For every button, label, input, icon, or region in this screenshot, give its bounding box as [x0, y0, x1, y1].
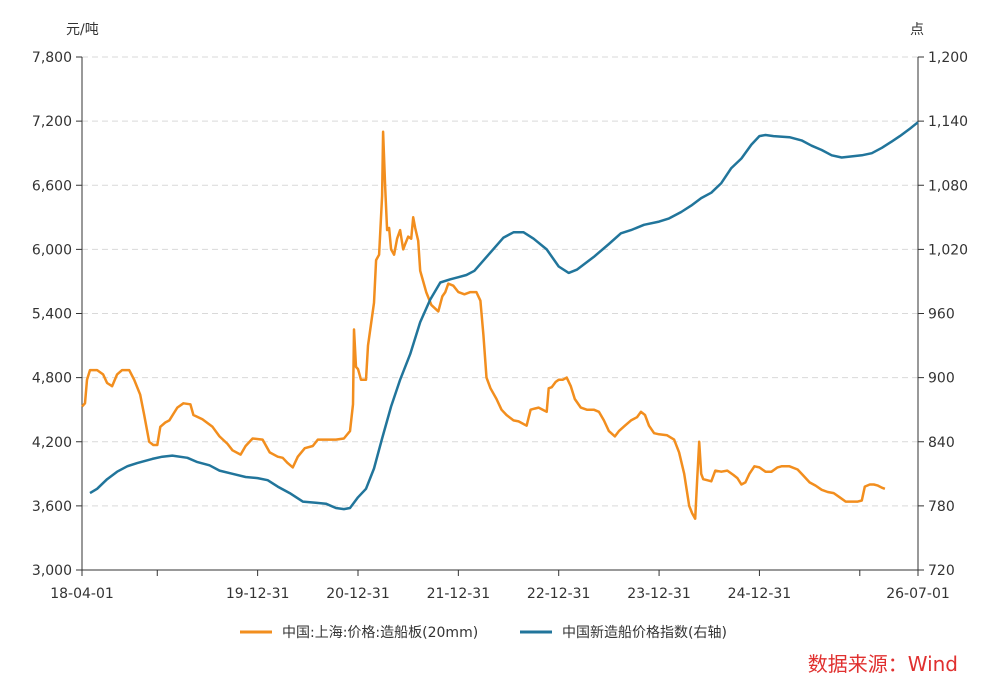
right-tick-label: 960 [928, 307, 955, 323]
x-tick-label: 21-12-31 [427, 586, 491, 602]
left-tick-label: 6,000 [32, 242, 72, 258]
left-tick-label: 4,800 [32, 371, 72, 387]
x-tick-label: 23-12-31 [627, 586, 691, 602]
right-tick-label: 840 [928, 435, 955, 451]
x-tick-label: 20-12-31 [326, 586, 390, 602]
x-tick-label: 18-04-01 [50, 586, 114, 602]
x-tick-label: 22-12-31 [527, 586, 591, 602]
right-tick-label: 720 [928, 563, 955, 579]
legend-label-2: 中国新造船价格指数(右轴) [562, 625, 727, 641]
right-tick-label: 780 [928, 499, 955, 515]
series-line-2 [89, 121, 919, 511]
left-tick-label: 7,800 [32, 50, 72, 66]
left-tick-label: 3,000 [32, 563, 72, 579]
left-tick-label: 3,600 [32, 499, 72, 515]
left-tick-label: 6,600 [32, 178, 72, 194]
x-tick-label: 24-12-31 [728, 586, 792, 602]
axes: 3,000 720 3,600 780 4,200 840 4,800 900 5,400 960… [32, 50, 968, 602]
left-tick-label: 5,400 [32, 307, 72, 323]
left-axis-unit: 元/吨 [66, 22, 99, 38]
right-tick-label: 1,140 [928, 114, 968, 130]
left-tick-label: 7,200 [32, 114, 72, 130]
right-axis-unit: 点 [910, 22, 924, 38]
right-tick-label: 900 [928, 371, 955, 387]
legend-label-1: 中国:上海:价格:造船板(20mm) [282, 625, 478, 641]
source-note: 数据来源：Wind [807, 652, 958, 676]
left-tick-label: 4,200 [32, 435, 72, 451]
x-tick-label: 19-12-31 [226, 586, 290, 602]
grid-lines [82, 56, 918, 507]
x-tick-label: 26-07-01 [886, 586, 950, 602]
right-tick-label: 1,020 [928, 242, 968, 258]
series-layer [81, 121, 919, 520]
right-tick-label: 1,200 [928, 50, 968, 66]
legend: 中国:上海:价格:造船板(20mm) 中国新造船价格指数(右轴) [240, 625, 727, 641]
right-tick-label: 1,080 [928, 178, 968, 194]
series-line-1 [81, 130, 886, 520]
